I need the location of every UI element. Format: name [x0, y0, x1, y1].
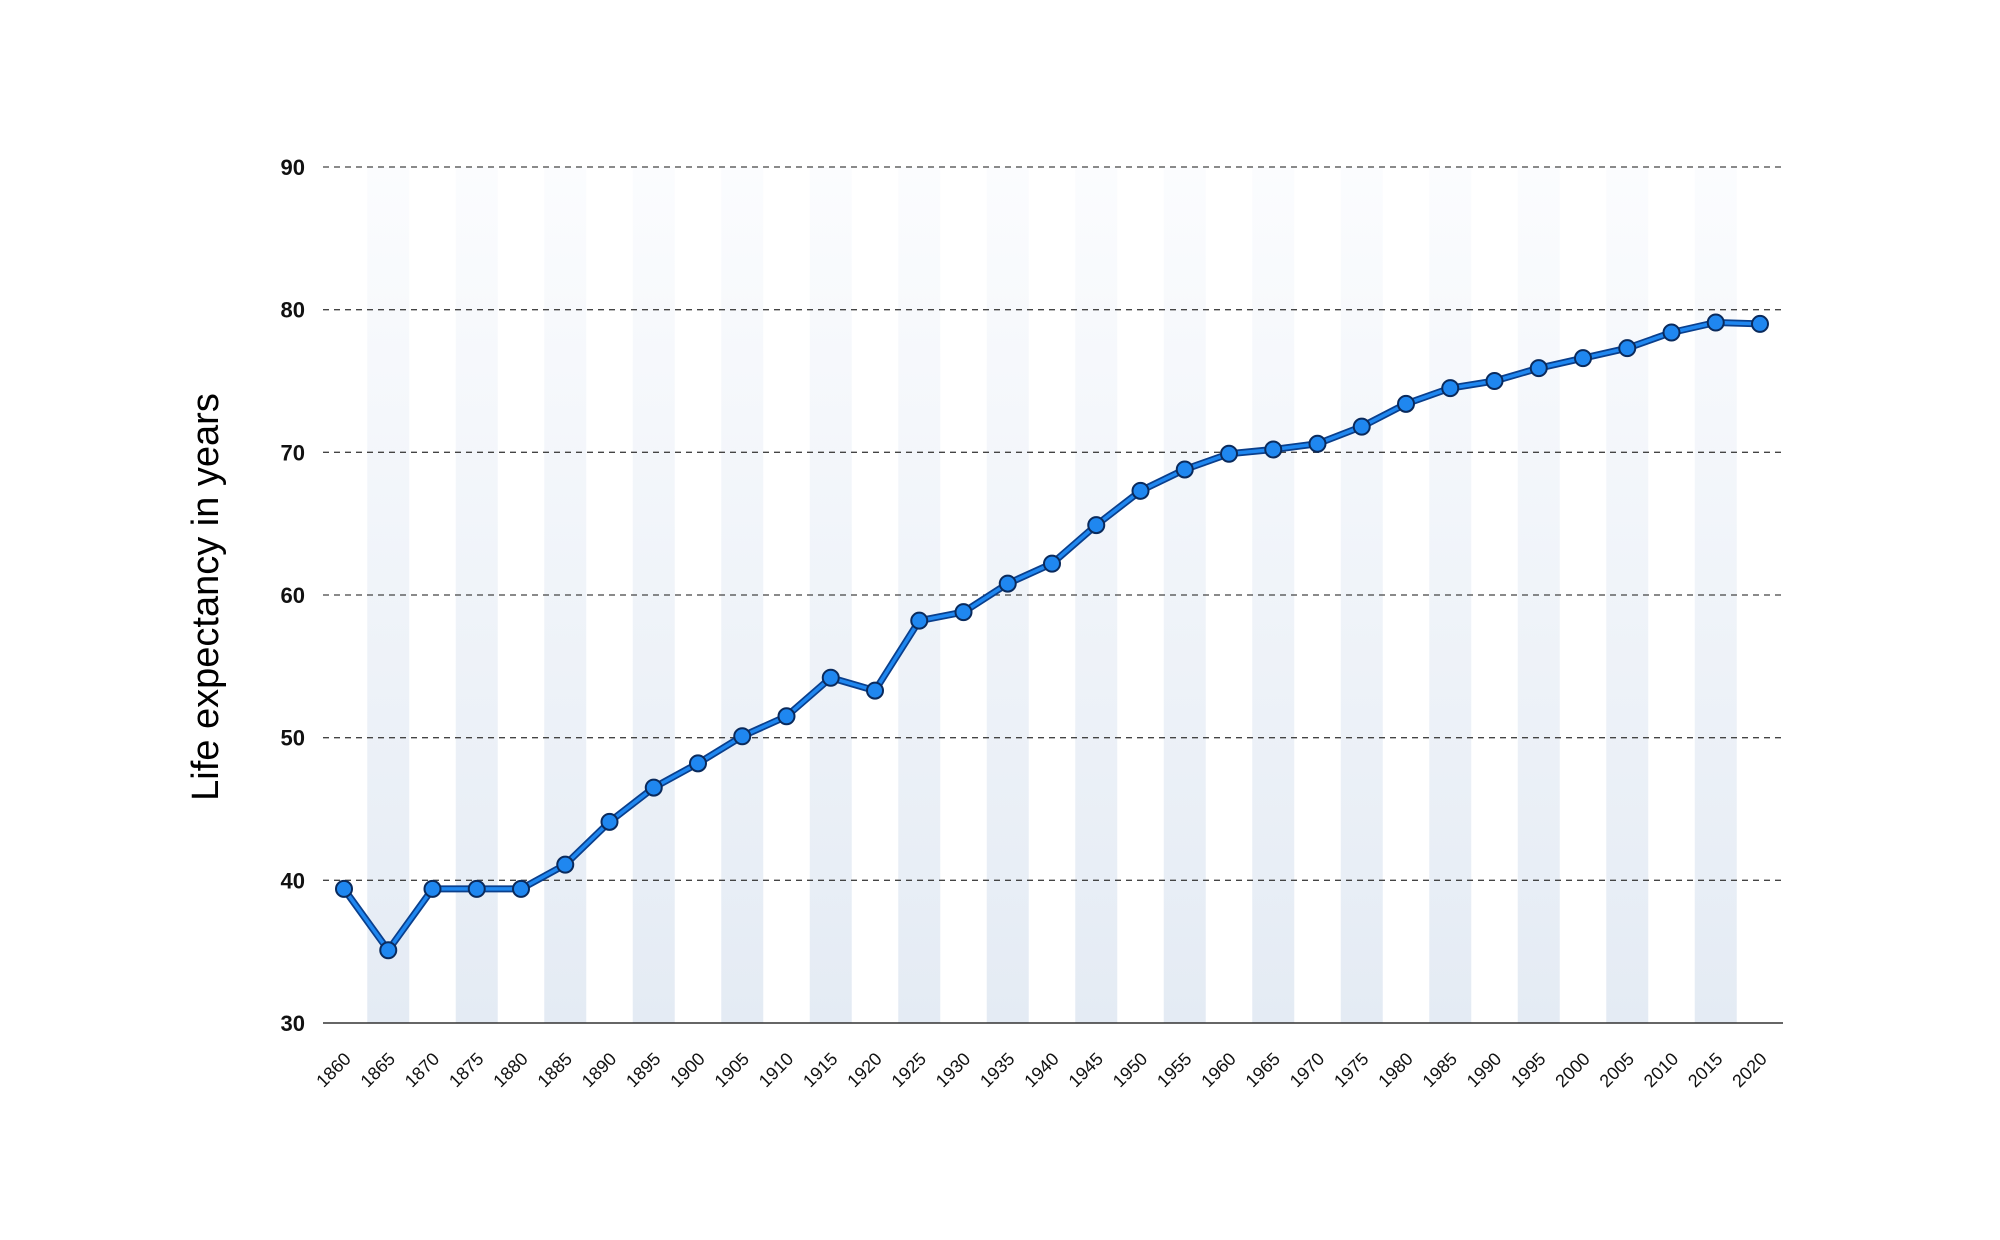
- x-tick-1960: 1960: [1197, 1049, 1239, 1091]
- x-tick-1880: 1880: [489, 1049, 531, 1091]
- point-1895: [644, 778, 663, 797]
- point-1875: [467, 879, 486, 898]
- point-2015: [1706, 313, 1725, 332]
- point-1945: [1087, 516, 1106, 535]
- x-tick-1975: 1975: [1330, 1049, 1372, 1091]
- x-tick-1985: 1985: [1419, 1049, 1461, 1091]
- y-tick-40: 40: [281, 868, 305, 893]
- point-1995: [1529, 359, 1548, 378]
- x-tick-1920: 1920: [843, 1049, 885, 1091]
- point-1925: [910, 611, 929, 630]
- point-1975: [1352, 417, 1371, 436]
- y-tick-90: 90: [281, 155, 305, 180]
- x-axis-tick-labels: 1860 1865 1870 1875 1880 1885 1890 1895 1900 1905…: [312, 1049, 1770, 1091]
- x-tick-1900: 1900: [666, 1049, 708, 1091]
- point-2010: [1662, 323, 1681, 342]
- point-1990: [1485, 372, 1504, 390]
- x-tick-2010: 2010: [1640, 1049, 1682, 1091]
- point-1985: [1441, 379, 1460, 398]
- point-1890: [600, 812, 619, 831]
- point-1980: [1397, 394, 1415, 413]
- point-1955: [1175, 460, 1194, 479]
- point-1865: [379, 941, 398, 960]
- x-tick-1980: 1980: [1374, 1049, 1416, 1091]
- point-1950: [1131, 481, 1150, 500]
- point-1880: [512, 879, 530, 898]
- x-tick-1870: 1870: [401, 1049, 443, 1091]
- x-tick-1935: 1935: [976, 1049, 1018, 1091]
- x-tick-1945: 1945: [1065, 1049, 1107, 1091]
- x-tick-1990: 1990: [1463, 1049, 1505, 1091]
- point-1970: [1308, 434, 1327, 453]
- x-tick-1955: 1955: [1153, 1049, 1195, 1091]
- x-tick-1950: 1950: [1109, 1049, 1151, 1091]
- y-tick-60: 60: [281, 583, 305, 608]
- point-1965: [1264, 440, 1283, 459]
- point-1920: [866, 681, 884, 700]
- y-axis-tick-labels: 30 40 50 60 70 80 90: [281, 155, 305, 1036]
- point-2020: [1751, 314, 1769, 333]
- data-markers: [335, 313, 1769, 960]
- point-2000: [1574, 349, 1592, 368]
- x-tick-2000: 2000: [1551, 1049, 1593, 1091]
- point-1960: [1220, 444, 1238, 463]
- point-1940: [1043, 554, 1061, 573]
- y-tick-70: 70: [281, 440, 305, 465]
- x-tick-1895: 1895: [622, 1049, 664, 1091]
- x-tick-2005: 2005: [1596, 1049, 1638, 1091]
- x-tick-1970: 1970: [1286, 1049, 1328, 1091]
- x-tick-1865: 1865: [357, 1049, 399, 1091]
- y-tick-30: 30: [281, 1011, 305, 1036]
- point-1885: [556, 855, 575, 874]
- x-tick-1890: 1890: [578, 1049, 620, 1091]
- x-tick-1860: 1860: [312, 1049, 354, 1091]
- x-tick-1925: 1925: [888, 1049, 930, 1091]
- y-axis-title: Life expectancy in years: [185, 393, 227, 801]
- x-tick-1995: 1995: [1507, 1049, 1549, 1091]
- point-1935: [998, 574, 1017, 593]
- y-tick-50: 50: [281, 726, 305, 751]
- y-tick-80: 80: [281, 298, 305, 323]
- point-1910: [777, 707, 796, 726]
- x-tick-1965: 1965: [1242, 1049, 1284, 1091]
- x-tick-2015: 2015: [1684, 1049, 1726, 1091]
- x-tick-1885: 1885: [534, 1049, 576, 1091]
- x-tick-1940: 1940: [1020, 1049, 1062, 1091]
- x-tick-1905: 1905: [711, 1049, 753, 1091]
- x-tick-1915: 1915: [799, 1049, 841, 1091]
- x-tick-1910: 1910: [755, 1049, 797, 1091]
- point-1860: [335, 879, 353, 898]
- point-1915: [821, 668, 840, 687]
- x-tick-1875: 1875: [445, 1049, 487, 1091]
- x-tick-1930: 1930: [932, 1049, 974, 1091]
- gridlines: [323, 166, 1783, 1024]
- point-1900: [689, 754, 707, 773]
- x-tick-2020: 2020: [1728, 1049, 1770, 1091]
- point-1870: [423, 879, 442, 898]
- point-2005: [1618, 339, 1637, 358]
- point-1905: [733, 727, 752, 746]
- point-1930: [954, 603, 973, 622]
